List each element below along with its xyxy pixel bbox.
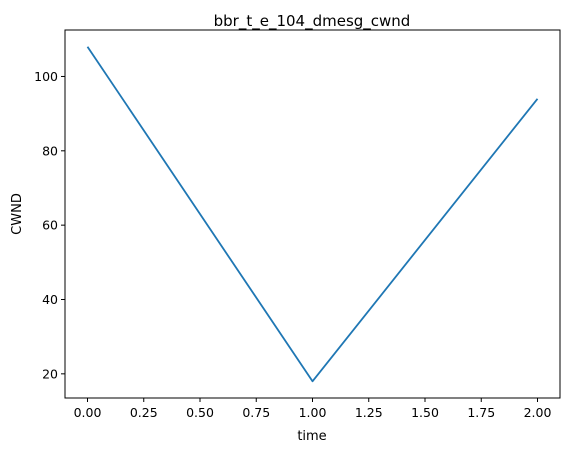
plot-frame [64,29,561,399]
series-group [86,46,539,383]
x-tick-label: 0.00 [74,405,102,420]
y-axis-label: CWND [10,193,25,235]
y-tick-label: 20 [42,366,58,381]
y-axis-ticks: 20 40 60 80 100 [34,69,65,381]
x-tick-label: 1.00 [299,405,327,420]
x-tick-label: 1.50 [411,405,439,420]
chart-title: bbr_t_e_104_dmesg_cwnd [214,12,411,31]
y-tick-label: 80 [42,143,58,158]
series-line [86,46,539,383]
y-tick-label: 100 [34,69,58,84]
x-tick-label: 1.25 [355,405,383,420]
x-tick-label: 2.00 [524,405,552,420]
x-tick-label: 0.50 [186,405,214,420]
x-axis-ticks: 0.00 0.25 0.50 0.75 1.00 1.25 1.50 1.75 2.00 [74,398,552,420]
x-tick-label: 1.75 [467,405,495,420]
y-tick-label: 60 [42,218,58,233]
x-tick-label: 0.75 [242,405,270,420]
x-tick-label: 0.25 [130,405,158,420]
x-axis-label: time [297,429,326,444]
y-tick-label: 40 [42,292,58,307]
